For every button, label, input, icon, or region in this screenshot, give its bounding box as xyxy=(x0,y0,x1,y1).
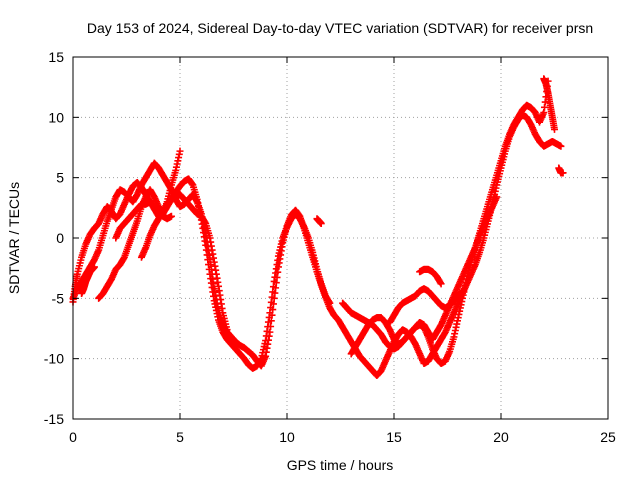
y-tick-label: -15 xyxy=(44,411,64,427)
data-point xyxy=(167,212,175,220)
y-tick-label: -10 xyxy=(44,351,64,367)
data-point xyxy=(458,287,466,295)
series-arc6 xyxy=(137,191,231,334)
data-point xyxy=(559,169,567,177)
x-tick-label: 25 xyxy=(600,429,616,445)
series-arc12 xyxy=(416,265,445,288)
x-tick-label: 15 xyxy=(386,429,402,445)
x-axis-label: GPS time / hours xyxy=(287,457,394,473)
data-point xyxy=(557,142,565,150)
y-tick-label: 5 xyxy=(56,170,64,186)
x-tick-label: 5 xyxy=(176,429,184,445)
y-tick-label: 15 xyxy=(48,49,64,65)
series-arc7 xyxy=(313,215,325,228)
y-tick-label: 0 xyxy=(56,230,64,246)
x-tick-label: 0 xyxy=(69,429,77,445)
y-axis-label: SDTVAR / TECUs xyxy=(6,182,22,294)
data-point xyxy=(493,193,501,201)
y-tick-label: 10 xyxy=(48,109,64,125)
series-arc10 xyxy=(347,193,501,367)
x-tick-label: 20 xyxy=(493,429,509,445)
data-point xyxy=(90,263,98,271)
series-arc11 xyxy=(386,285,466,326)
data-marks xyxy=(69,75,567,380)
data-point xyxy=(317,220,325,228)
data-point xyxy=(437,280,445,288)
x-tick-label: 10 xyxy=(279,429,295,445)
data-point xyxy=(551,125,558,133)
series-arc14 xyxy=(555,164,567,177)
series-arc13 xyxy=(540,75,558,133)
series-arc3 xyxy=(78,263,98,298)
chart-title: Day 153 of 2024, Sidereal Day-to-day VTE… xyxy=(87,20,593,36)
grid xyxy=(73,57,608,419)
series-arc2 xyxy=(69,159,338,370)
data-point xyxy=(176,147,184,155)
series-arc5 xyxy=(112,198,175,242)
data-point xyxy=(223,326,231,334)
axis-ticks: 0 5 10 15 20 25 -15 -10 -5 0 5 10 15 xyxy=(44,49,616,445)
y-tick-label: -5 xyxy=(52,290,65,306)
